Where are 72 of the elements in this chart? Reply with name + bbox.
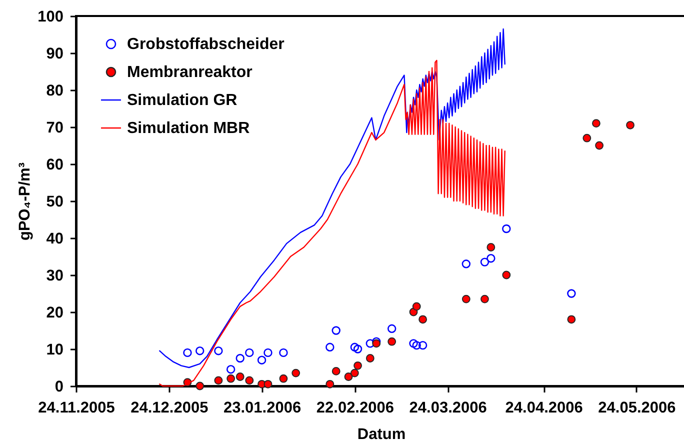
point <box>462 260 471 268</box>
point <box>350 368 359 378</box>
y-tick-label: 0 <box>54 378 64 396</box>
x-tick-label: 24.03.2006 <box>409 400 488 416</box>
y-tick-label: 30 <box>46 268 64 284</box>
point <box>409 339 418 348</box>
y-tick-label: 40 <box>46 230 64 248</box>
point <box>567 315 576 324</box>
y-tick-label: 50 <box>46 194 64 210</box>
point <box>344 372 353 381</box>
point <box>366 354 374 362</box>
point <box>480 258 490 266</box>
point <box>196 382 204 390</box>
x-tick-label: 24.04.2006 <box>505 400 584 416</box>
point <box>567 289 576 298</box>
y-tick-label: 100 <box>38 8 64 26</box>
y-tick-label: 90 <box>46 46 64 62</box>
x-axis-title: Datum <box>357 426 406 443</box>
point <box>257 356 266 364</box>
point <box>245 376 254 385</box>
point <box>595 141 604 150</box>
point <box>332 326 340 335</box>
x-tick-label: 24.12.2005 <box>130 400 209 416</box>
x-tick-label: 22.02.2006 <box>316 400 394 416</box>
point <box>412 340 421 350</box>
point <box>264 380 272 388</box>
point <box>486 254 496 263</box>
point <box>387 324 396 333</box>
point <box>236 372 244 381</box>
point <box>226 365 236 374</box>
point <box>353 344 362 354</box>
point <box>292 368 300 378</box>
y-tick-label: 80 <box>46 82 64 100</box>
point <box>236 354 244 363</box>
point <box>412 302 421 311</box>
point <box>486 243 496 252</box>
point <box>214 376 223 385</box>
point <box>418 340 428 350</box>
point <box>502 224 511 234</box>
point <box>214 346 223 356</box>
point <box>226 374 236 383</box>
y-tick-label: 60 <box>46 156 64 174</box>
x-tick-label: 24.11.2005 <box>38 400 116 416</box>
point <box>418 315 428 324</box>
point <box>354 361 362 370</box>
x-tick-label: 24.05.2006 <box>598 400 676 416</box>
point <box>462 294 470 304</box>
point <box>183 348 192 358</box>
point <box>326 380 334 388</box>
legend-label: Simulation GR <box>127 92 238 109</box>
point <box>502 270 511 280</box>
point <box>480 294 489 304</box>
point <box>279 348 288 358</box>
point <box>264 348 272 358</box>
legend-label: Simulation MBR <box>127 120 250 137</box>
point <box>326 342 334 352</box>
point <box>582 134 592 142</box>
point <box>626 120 634 130</box>
point <box>279 374 288 383</box>
point <box>196 346 204 356</box>
point <box>332 367 340 376</box>
y-axis-title: gPO₄-P/m³ <box>16 162 34 240</box>
y-tick-label: 10 <box>46 342 64 358</box>
y-tick-label: 70 <box>46 120 64 136</box>
point <box>592 119 600 128</box>
point <box>245 348 254 358</box>
legend-label: Grobstoffabscheider <box>127 36 284 53</box>
point <box>350 342 360 352</box>
legend-label: Membranreaktor <box>127 64 252 81</box>
y-tick-label: 20 <box>46 304 64 322</box>
x-tick-label: 23.01.2006 <box>224 400 302 416</box>
point <box>388 337 396 346</box>
